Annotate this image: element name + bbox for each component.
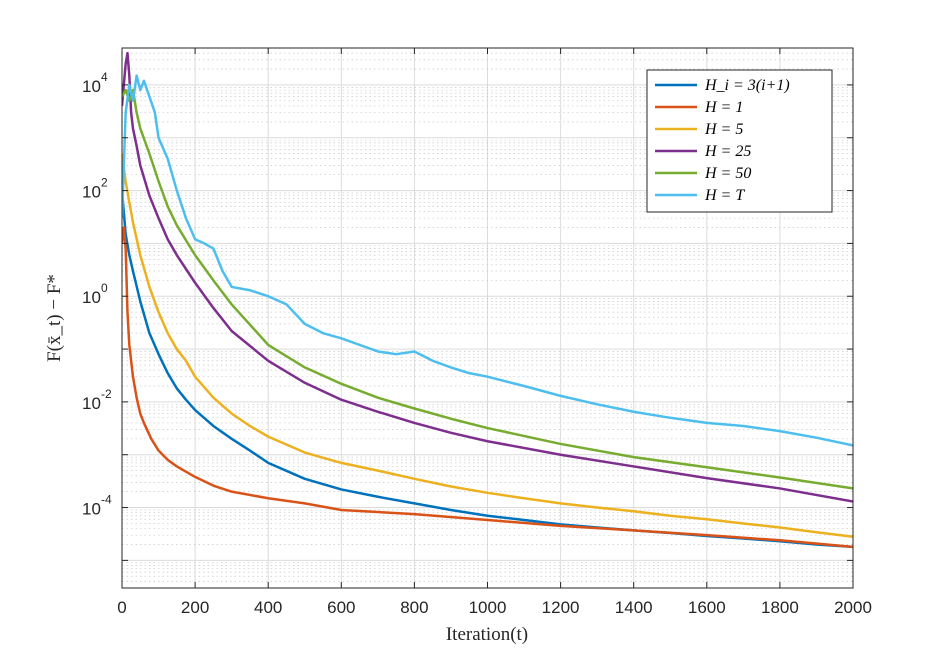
legend-label: H = 1 [704, 99, 743, 116]
y-axis-title: F(x̄_t) − F* [44, 274, 65, 362]
x-tick-label: 800 [400, 598, 428, 617]
x-tick-label: 400 [254, 598, 282, 617]
legend-box [646, 69, 833, 213]
legend-label: H_i = 3(i+1) [704, 77, 790, 94]
y-tick-label: 10 4 [82, 70, 108, 96]
legend-label: H = T [704, 187, 745, 204]
series-line-1 [122, 226, 853, 549]
y-tick-exponent: -4 [101, 493, 112, 507]
x-tick-label: 2000 [834, 598, 872, 617]
series-line-2 [122, 153, 853, 538]
legend-label: H = 50 [704, 165, 751, 182]
x-tick-label: 1400 [615, 598, 653, 617]
x-tick-label: 1000 [469, 598, 507, 617]
y-tick-base: 10 [82, 288, 101, 307]
y-tick-exponent: 4 [101, 70, 108, 84]
series-lines [122, 51, 853, 549]
y-tick-exponent: 0 [101, 281, 108, 295]
y-tick-base: 10 [82, 183, 101, 202]
axis-ticks [121, 48, 854, 588]
y-tick-label: 10 -2 [82, 387, 112, 413]
x-tick-labels: 0 200 400 600 800 1000 1200 1400 1600 1800 2000 [117, 598, 872, 617]
x-axis-title: Iteration(t) [446, 624, 528, 645]
y-tick-label: 10 2 [82, 176, 108, 202]
x-tick-label: 200 [181, 598, 209, 617]
series-line-4 [122, 88, 853, 490]
x-tick-label: 1800 [761, 598, 799, 617]
y-tick-exponent: 2 [101, 176, 108, 190]
y-tick-exponent: -2 [101, 387, 112, 401]
y-tick-base: 10 [82, 500, 101, 519]
legend: H_i = 3(i+1) H = 1 H = 5 H = 25 H = 50 H = T [646, 69, 833, 213]
y-tick-label: 10 -4 [82, 493, 112, 519]
x-tick-label: 600 [327, 598, 355, 617]
legend-label: H = 5 [704, 121, 743, 138]
x-tick-label: 0 [117, 598, 126, 617]
y-tick-base: 10 [82, 394, 101, 413]
y-tick-label: 10 0 [82, 281, 108, 307]
x-tick-label: 1200 [542, 598, 580, 617]
y-tick-base: 10 [82, 77, 101, 96]
x-tick-label: 1600 [688, 598, 726, 617]
legend-label: H = 25 [704, 143, 751, 160]
series-line-5 [122, 74, 853, 447]
